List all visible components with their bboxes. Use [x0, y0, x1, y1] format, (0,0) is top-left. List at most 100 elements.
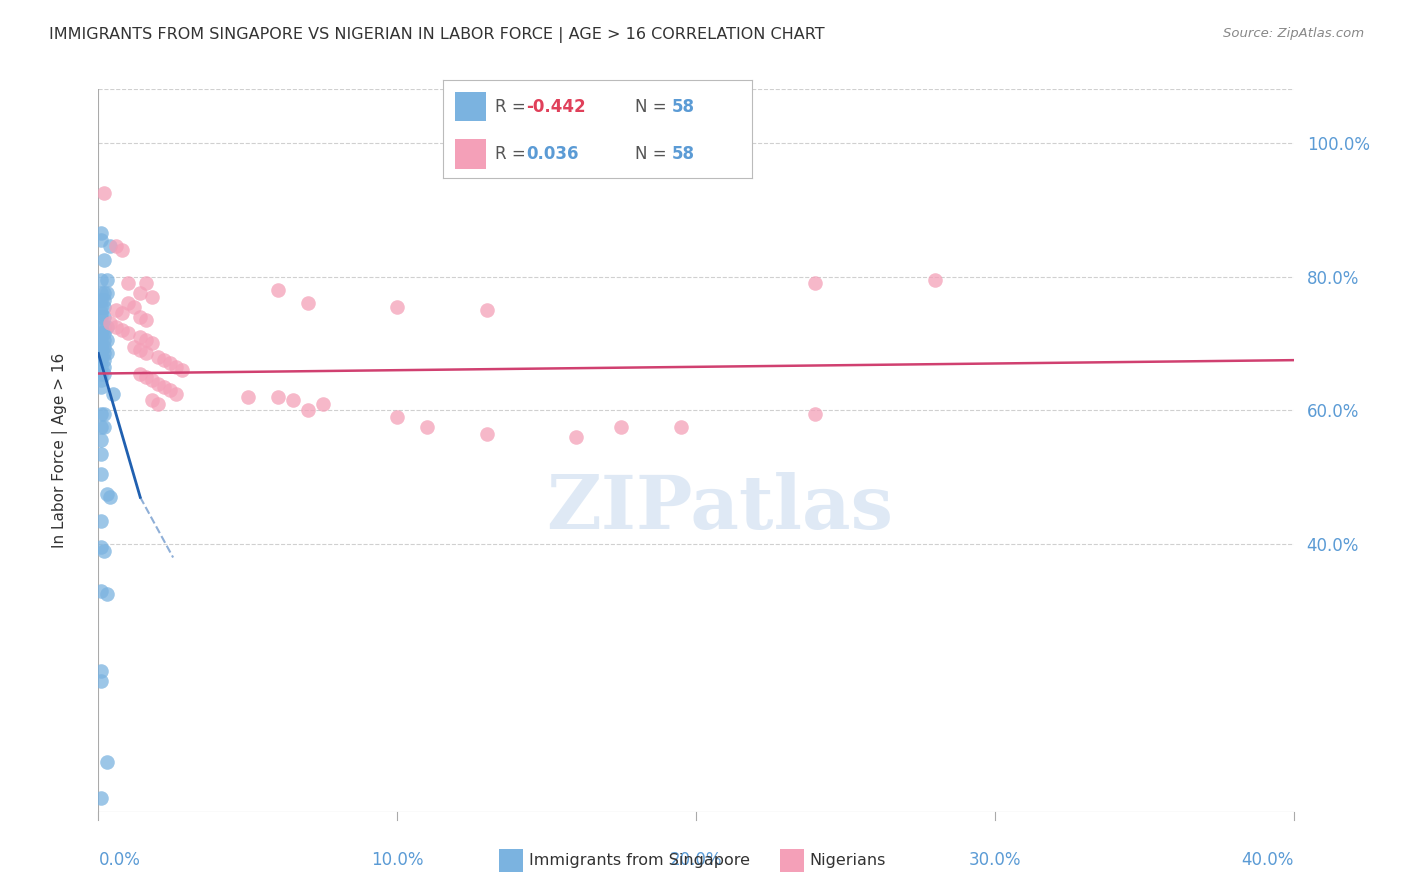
Point	[93, 367, 115, 381]
Point	[236, 390, 259, 404]
Text: 30.0%: 30.0%	[969, 852, 1021, 870]
Point	[153, 380, 176, 394]
Point	[90, 447, 112, 461]
Point	[311, 396, 333, 410]
Point	[96, 487, 118, 501]
Point	[297, 296, 319, 310]
Point	[135, 313, 157, 327]
Point	[111, 243, 134, 257]
Point	[90, 273, 112, 287]
Point	[135, 346, 157, 360]
Point	[93, 340, 115, 354]
Point	[96, 346, 118, 360]
Point	[96, 319, 118, 334]
Point	[172, 363, 194, 377]
Point	[90, 434, 112, 448]
Point	[93, 407, 115, 421]
Point	[96, 286, 118, 301]
Text: -0.442: -0.442	[526, 98, 586, 116]
Point	[281, 393, 304, 408]
Point	[103, 386, 125, 401]
Text: 58: 58	[672, 145, 695, 163]
Text: 10.0%: 10.0%	[371, 852, 423, 870]
Point	[111, 323, 134, 337]
Point	[159, 356, 181, 371]
Point	[148, 376, 170, 391]
Text: 0.0%: 0.0%	[98, 852, 141, 870]
Point	[105, 303, 128, 318]
Point	[124, 340, 146, 354]
Point	[93, 252, 115, 267]
Point	[93, 333, 115, 347]
Text: N =: N =	[634, 145, 672, 163]
Point	[141, 289, 163, 303]
Point	[90, 326, 112, 341]
Point	[141, 336, 163, 351]
Point	[148, 350, 170, 364]
Point	[117, 326, 139, 341]
Point	[93, 319, 115, 334]
Point	[610, 420, 633, 434]
Point	[924, 273, 946, 287]
Point	[90, 333, 112, 347]
Point	[267, 283, 290, 297]
Point	[93, 293, 115, 307]
Text: R =: R =	[495, 145, 537, 163]
Text: R =: R =	[495, 98, 531, 116]
Point	[111, 306, 134, 320]
Point	[90, 226, 112, 240]
Point	[90, 286, 112, 301]
Point	[135, 369, 157, 384]
Text: IMMIGRANTS FROM SINGAPORE VS NIGERIAN IN LABOR FORCE | AGE > 16 CORRELATION CHAR: IMMIGRANTS FROM SINGAPORE VS NIGERIAN IN…	[49, 27, 825, 43]
Point	[90, 359, 112, 374]
Point	[153, 353, 176, 368]
Point	[804, 407, 827, 421]
Text: Immigrants from Singapore: Immigrants from Singapore	[529, 854, 749, 868]
Text: Source: ZipAtlas.com: Source: ZipAtlas.com	[1223, 27, 1364, 40]
Point	[93, 326, 115, 341]
Point	[90, 310, 112, 324]
Point	[98, 491, 122, 505]
Point	[90, 233, 112, 247]
Point	[90, 346, 112, 360]
Point	[475, 303, 498, 318]
Point	[141, 393, 163, 408]
Point	[129, 343, 152, 358]
Point	[804, 277, 827, 291]
Point	[129, 330, 152, 344]
Point	[129, 286, 152, 301]
Point	[93, 420, 115, 434]
Text: 20.0%: 20.0%	[669, 852, 723, 870]
FancyBboxPatch shape	[456, 92, 486, 121]
Point	[385, 300, 409, 314]
Point	[129, 310, 152, 324]
Point	[93, 300, 115, 314]
Text: ZIPatlas: ZIPatlas	[547, 472, 893, 545]
Text: 40.0%: 40.0%	[1241, 852, 1294, 870]
Point	[96, 755, 118, 769]
Point	[135, 277, 157, 291]
Point	[159, 384, 181, 398]
Point	[135, 333, 157, 347]
Point	[297, 403, 319, 417]
Point	[90, 373, 112, 387]
Point	[117, 296, 139, 310]
Point	[90, 306, 112, 320]
Point	[105, 239, 128, 253]
Point	[475, 426, 498, 441]
Point	[129, 367, 152, 381]
Point	[141, 373, 163, 387]
Point	[267, 390, 290, 404]
Point	[90, 514, 112, 528]
Point	[93, 286, 115, 301]
Text: In Labor Force | Age > 16: In Labor Force | Age > 16	[52, 353, 67, 548]
Point	[93, 353, 115, 368]
Point	[90, 420, 112, 434]
Point	[93, 186, 115, 200]
Text: N =: N =	[634, 98, 672, 116]
Point	[669, 420, 692, 434]
Point	[90, 407, 112, 421]
FancyBboxPatch shape	[456, 139, 486, 169]
Point	[96, 587, 118, 601]
Point	[124, 300, 146, 314]
